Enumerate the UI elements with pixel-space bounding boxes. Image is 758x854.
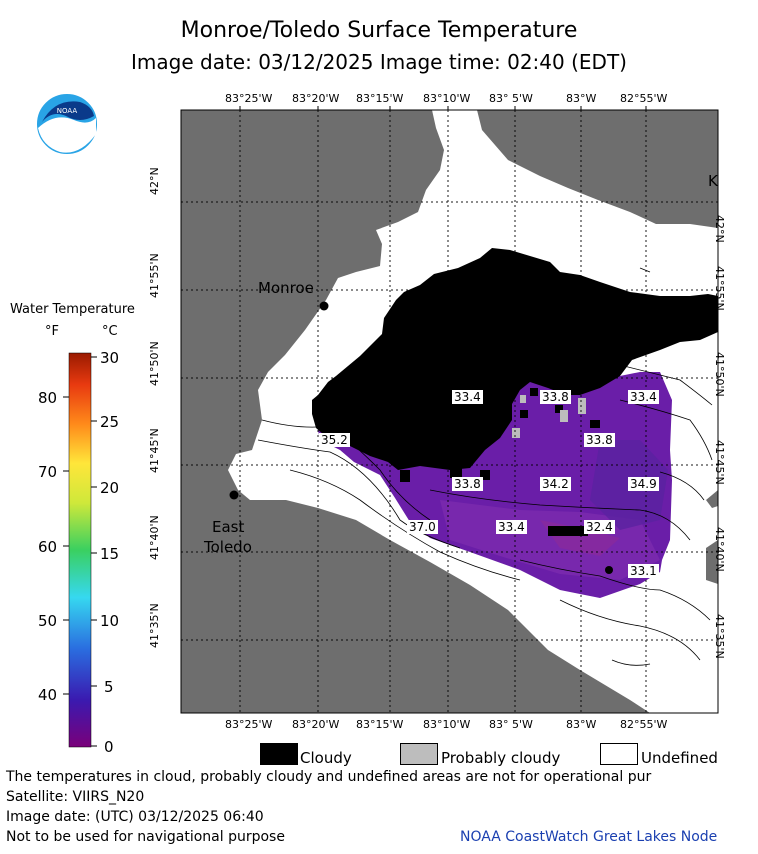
scale-unit-f: °F xyxy=(45,324,59,339)
temp-label: 35.2 xyxy=(319,433,350,447)
temp-label: 32.4 xyxy=(584,520,615,534)
temp-label: 33.4 xyxy=(496,520,527,534)
legend-label-undefined: Undefined xyxy=(641,749,718,767)
temp-label: 33.8 xyxy=(452,477,483,491)
place-east-toledo: Toledo xyxy=(204,538,252,556)
lon-label-top: 83°20'W xyxy=(292,92,340,105)
color-scale-bar xyxy=(68,352,92,748)
legend-label-cloudy: Cloudy xyxy=(300,749,352,767)
lat-label-left: 42°N xyxy=(148,167,161,195)
lon-label-bottom: 83°25'W xyxy=(225,718,273,731)
scale-c-tick: 20 xyxy=(100,479,120,497)
legend-swatch-probably-cloudy xyxy=(400,743,438,765)
scale-f-tick: 70 xyxy=(38,463,58,481)
temp-label: 34.2 xyxy=(540,477,571,491)
lon-label-bottom: 83°15'W xyxy=(356,718,404,731)
lon-label-top: 83°25'W xyxy=(225,92,273,105)
place-monroe: Monroe xyxy=(258,279,314,297)
lat-label-left: 41°45'N xyxy=(148,428,161,473)
noaa-logo-text: NOAA xyxy=(57,107,78,115)
place-east-toledo: East xyxy=(212,518,245,536)
lon-label-top: 83°10'W xyxy=(423,92,471,105)
footer-navigation-warning: Not to be used for navigational purpose xyxy=(6,829,285,845)
lat-label-left: 41°55'N xyxy=(148,253,161,298)
legend-swatch-cloudy xyxy=(260,743,298,765)
temp-label: 33.4 xyxy=(628,390,659,404)
temp-label: 37.0 xyxy=(407,520,438,534)
lon-label-bottom: 82°55'W xyxy=(620,718,668,731)
lat-label-left: 41°35'N xyxy=(148,603,161,648)
lon-label-top: 83°W xyxy=(566,92,597,105)
scale-c-tick: 10 xyxy=(100,612,120,630)
temp-label: 34.9 xyxy=(628,477,659,491)
temp-label: 33.8 xyxy=(584,433,615,447)
footer-disclaimer: The temperatures in cloud, probably clou… xyxy=(6,769,652,785)
lat-label-right: 41°55'N xyxy=(713,266,726,311)
scale-c-tick: 0 xyxy=(104,738,114,756)
lon-label-top: 82°55'W xyxy=(620,92,668,105)
scale-c-tick: 25 xyxy=(100,413,120,431)
temp-label: 33.8 xyxy=(540,390,571,404)
legend-label-probably-cloudy: Probably cloudy xyxy=(441,749,561,767)
place-edge-k: K xyxy=(708,172,718,190)
scale-f-tick: 80 xyxy=(38,389,58,407)
lat-label-left: 41°50'N xyxy=(148,341,161,386)
lon-label-bottom: 83°W xyxy=(566,718,597,731)
footer-credit: NOAA CoastWatch Great Lakes Node xyxy=(460,829,718,845)
scale-c-tick: 30 xyxy=(100,349,120,367)
temp-label: 33.4 xyxy=(452,390,483,404)
lake-erie-map xyxy=(181,110,718,713)
noaa-logo: NOAA xyxy=(35,92,99,156)
east-toledo-marker xyxy=(229,490,239,500)
scale-f-tick: 60 xyxy=(38,538,58,556)
lon-label-bottom: 83° 5'W xyxy=(489,718,533,731)
lon-label-bottom: 83°20'W xyxy=(292,718,340,731)
lat-label-right: 41°40'N xyxy=(713,527,726,572)
scale-f-tick: 50 xyxy=(38,612,58,630)
lon-label-top: 83° 5'W xyxy=(489,92,533,105)
lat-label-right: 41°50'N xyxy=(713,352,726,397)
footer-utc-date: Image date: (UTC) 03/12/2025 06:40 xyxy=(6,809,264,825)
lat-label-left: 41°40'N xyxy=(148,515,161,560)
scale-c-tick: 15 xyxy=(100,545,120,563)
lat-label-right: 41°35'N xyxy=(713,614,726,659)
lat-label-right: 41°45'N xyxy=(713,440,726,485)
lon-label-top: 83°15'W xyxy=(356,92,404,105)
image-date-time: Image date: 03/12/2025 Image time: 02:40… xyxy=(131,50,627,74)
map-title: Monroe/Toledo Surface Temperature xyxy=(180,18,578,43)
lon-label-bottom: 83°10'W xyxy=(423,718,471,731)
lat-label-right: 42°N xyxy=(713,215,726,243)
scale-c-tick: 5 xyxy=(104,678,114,696)
legend-swatch-undefined xyxy=(600,743,638,765)
scale-unit-c: °C xyxy=(102,324,118,339)
scale-title: Water Temperature xyxy=(10,302,135,317)
monroe-marker xyxy=(319,301,329,311)
footer-satellite: Satellite: VIIRS_N20 xyxy=(6,789,145,805)
temp-label: 33.1 xyxy=(628,564,659,578)
scale-f-tick: 40 xyxy=(38,686,58,704)
